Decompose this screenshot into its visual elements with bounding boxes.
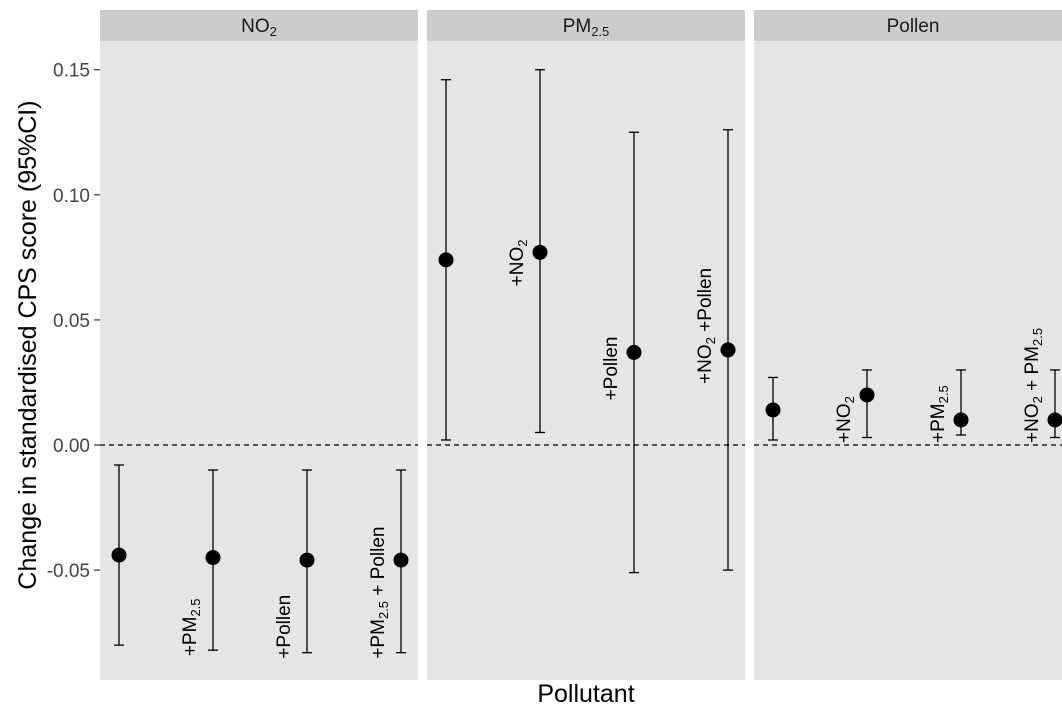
errorbar-point: +NO2: [507, 69, 548, 434]
point-estimate: [1047, 412, 1062, 428]
point-estimate: [438, 252, 454, 268]
x-axis-title: Pollutant: [537, 680, 634, 708]
point-estimate: [205, 550, 221, 566]
point-label: +NO2: [834, 396, 857, 443]
facet-strip: [427, 10, 745, 41]
point-estimate: [393, 552, 409, 568]
y-axis-title: Change in standardised CPS score (95%CI): [14, 100, 42, 589]
point-estimate: [532, 244, 548, 260]
facet-panels: NO2 PM2.5 Pollen: [100, 10, 1062, 680]
facet-strip-label: Pollen: [887, 16, 940, 37]
point-estimate: [953, 412, 969, 428]
y-tick-label: 0.15: [53, 61, 90, 82]
facet-panel: [754, 41, 1062, 680]
facet-strip-label: NO2: [241, 16, 277, 39]
errorbar-point: +PM2.5: [180, 469, 221, 656]
point-estimate: [859, 387, 875, 403]
errorbar-point: [765, 376, 781, 441]
point-label: +PM2.5: [928, 385, 951, 443]
facet-panel: [100, 41, 418, 680]
errorbar-point: +NO2: [834, 369, 875, 443]
point-estimate: [765, 402, 781, 418]
point-label: +PM2.5: [180, 598, 203, 656]
point-label: +NO2 + PM2.5: [1022, 328, 1045, 443]
y-axis: 0.15 0.10 0.05 0.00 -0.05: [47, 61, 100, 582]
point-estimate: [299, 552, 315, 568]
errorbar-point: [111, 464, 127, 646]
errorbar-point: +Pollen: [274, 469, 315, 659]
errorbar-point: +Pollen: [601, 131, 642, 574]
errorbar-point: +NO2 + PM2.5: [1022, 328, 1062, 443]
y-tick-label: 0.10: [53, 186, 90, 207]
errorbar-point: +PM2.5: [928, 369, 969, 443]
y-tick-label: 0.00: [53, 436, 90, 457]
point-label: +NO2: [507, 240, 530, 287]
facet-strip: [754, 10, 1062, 41]
point-label: +Pollen: [601, 337, 622, 401]
point-label: +NO2 +Pollen: [695, 268, 718, 384]
facet-strip-label: PM2.5: [563, 16, 610, 39]
point-estimate: [111, 547, 127, 563]
errorbar-point: +NO2 +Pollen: [695, 129, 736, 571]
facet-strip: [100, 10, 418, 41]
errorbar-point: +PM2.5 + Pollen: [368, 469, 409, 659]
chart-marks: +PM2.5 +Pollen +PM2.5 + Pollen +NO2 +Pollen +…: [111, 69, 1062, 659]
point-label: +Pollen: [274, 595, 295, 659]
point-estimate: [626, 344, 642, 360]
facet-panel: [427, 41, 745, 680]
y-tick-label: -0.05: [47, 561, 90, 582]
errorbar-point: [438, 79, 454, 441]
y-tick-label: 0.05: [53, 311, 90, 332]
point-label: +PM2.5 + Pollen: [368, 526, 391, 658]
point-estimate: [720, 342, 736, 358]
